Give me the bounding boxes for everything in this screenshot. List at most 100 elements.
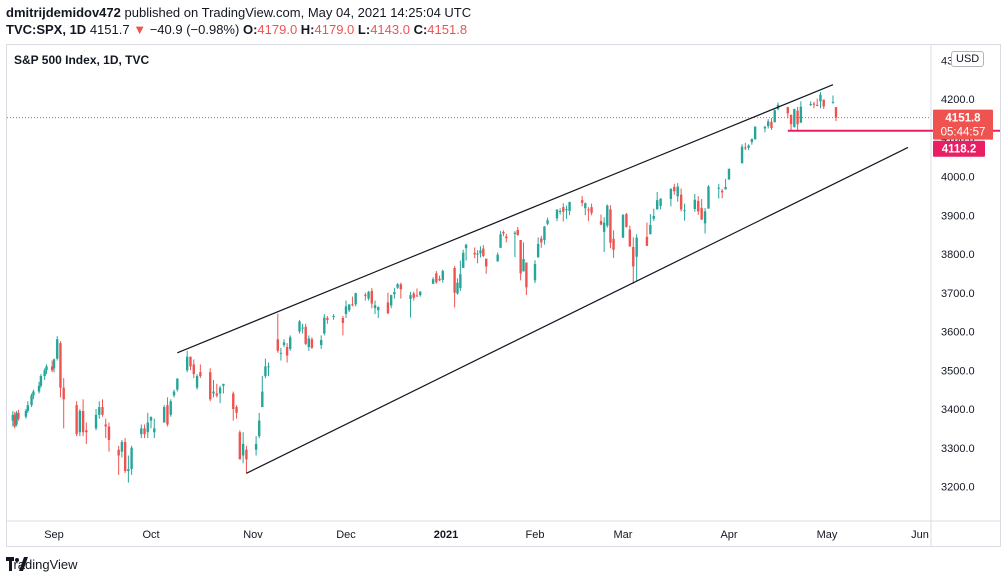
candle-body <box>453 267 456 293</box>
candle-body <box>232 393 235 409</box>
candle-body <box>703 211 707 224</box>
candle-body <box>199 372 202 377</box>
y-tick-label: 3900.0 <box>941 210 975 222</box>
candle-body <box>348 304 351 311</box>
candle-body <box>799 106 803 123</box>
candle-body <box>267 366 270 368</box>
candle-body <box>770 121 773 129</box>
candle-body <box>505 236 508 239</box>
candle-body <box>373 305 377 309</box>
chart-frame <box>6 44 1001 547</box>
candle-body <box>130 447 133 470</box>
currency-button[interactable]: USD <box>951 51 985 67</box>
candle-body <box>415 295 419 297</box>
candle-body <box>276 339 279 351</box>
candle-body <box>533 264 537 281</box>
candle-body <box>396 284 399 288</box>
candle-body <box>62 387 65 400</box>
candle-body <box>834 107 838 118</box>
candle-body <box>185 356 189 371</box>
candle-body <box>282 342 286 346</box>
tradingview-logo-icon <box>6 557 28 571</box>
candle-body <box>320 340 323 346</box>
low-label: L: <box>357 22 371 37</box>
candle-body <box>645 236 649 246</box>
y-tick-label: 3600.0 <box>941 327 975 339</box>
candle-body <box>655 200 659 210</box>
y-tick-label: 4200.0 <box>941 94 975 106</box>
candle-body <box>245 449 248 460</box>
candle-body <box>635 237 638 257</box>
candle-body <box>649 224 652 235</box>
author-name[interactable]: dmitrijdemidov472 <box>6 5 121 20</box>
open-value: 4179.0 <box>257 22 298 37</box>
candle-body <box>39 376 43 386</box>
candle-body <box>628 229 632 247</box>
candle-body <box>697 200 700 212</box>
candle-body <box>831 102 835 104</box>
candle-body <box>52 359 56 369</box>
quote-line: TVC:SPX, 1D 4151.7 ▼ −40.9 (−0.98%) O:41… <box>6 21 467 39</box>
candle-body <box>683 210 686 212</box>
candle-body <box>750 138 754 143</box>
candle-body <box>13 414 16 427</box>
x-tick-label: 2021 <box>434 529 458 541</box>
candle-body <box>587 209 590 211</box>
candle-body <box>17 412 20 419</box>
candle-body <box>120 441 124 452</box>
candle-body <box>720 190 724 193</box>
candle-body <box>496 254 499 262</box>
candle-body <box>279 352 283 354</box>
candle-body <box>476 253 479 255</box>
candle-body <box>285 347 289 356</box>
candle-body <box>393 291 396 295</box>
candle-body <box>11 414 15 421</box>
candle-body <box>104 424 107 427</box>
high-label: H: <box>300 22 315 37</box>
candle-body <box>459 274 462 289</box>
candle-body <box>816 104 819 106</box>
candle-body <box>409 295 412 299</box>
candle-body <box>822 99 825 107</box>
candle-body <box>796 110 799 125</box>
candle-body <box>94 414 98 429</box>
candle-body <box>162 407 166 423</box>
high-value: 4179.0 <box>314 22 355 37</box>
candle-body <box>304 326 307 344</box>
candle-body <box>149 416 153 421</box>
candle-body <box>606 205 609 226</box>
candle-body <box>562 207 565 212</box>
candle-body <box>555 209 559 219</box>
candle-body <box>332 316 335 317</box>
candle-body <box>744 147 747 149</box>
candle-body <box>30 395 33 406</box>
candle-body <box>793 109 796 127</box>
candle-body <box>258 420 261 437</box>
low-value: 4143.0 <box>370 22 410 37</box>
publish-info: published on TradingView.com, May 04, 20… <box>124 5 472 20</box>
candle-body <box>441 271 444 280</box>
candle-body <box>621 214 625 238</box>
candle-body <box>377 307 380 311</box>
x-tick-label: Sep <box>44 529 64 541</box>
candle-body <box>367 291 370 299</box>
candle-body <box>215 393 219 396</box>
candle-body <box>786 107 789 114</box>
candle-body <box>484 258 488 267</box>
candle-body <box>341 317 345 323</box>
candle-body <box>763 126 767 129</box>
candle-body <box>81 410 85 433</box>
x-tick-label: Jun <box>911 529 929 541</box>
candle-body <box>659 198 662 206</box>
y-tick-label: 3500.0 <box>941 365 975 377</box>
candle-body <box>153 428 156 433</box>
candle-body <box>212 391 215 394</box>
candle-body <box>482 248 485 256</box>
candle-body <box>479 250 482 254</box>
candle-body <box>609 209 612 243</box>
candle-body <box>438 278 441 281</box>
footer-brand[interactable]: TradingView <box>6 557 78 572</box>
x-tick-label: Nov <box>243 529 263 541</box>
candle-body <box>767 121 770 127</box>
